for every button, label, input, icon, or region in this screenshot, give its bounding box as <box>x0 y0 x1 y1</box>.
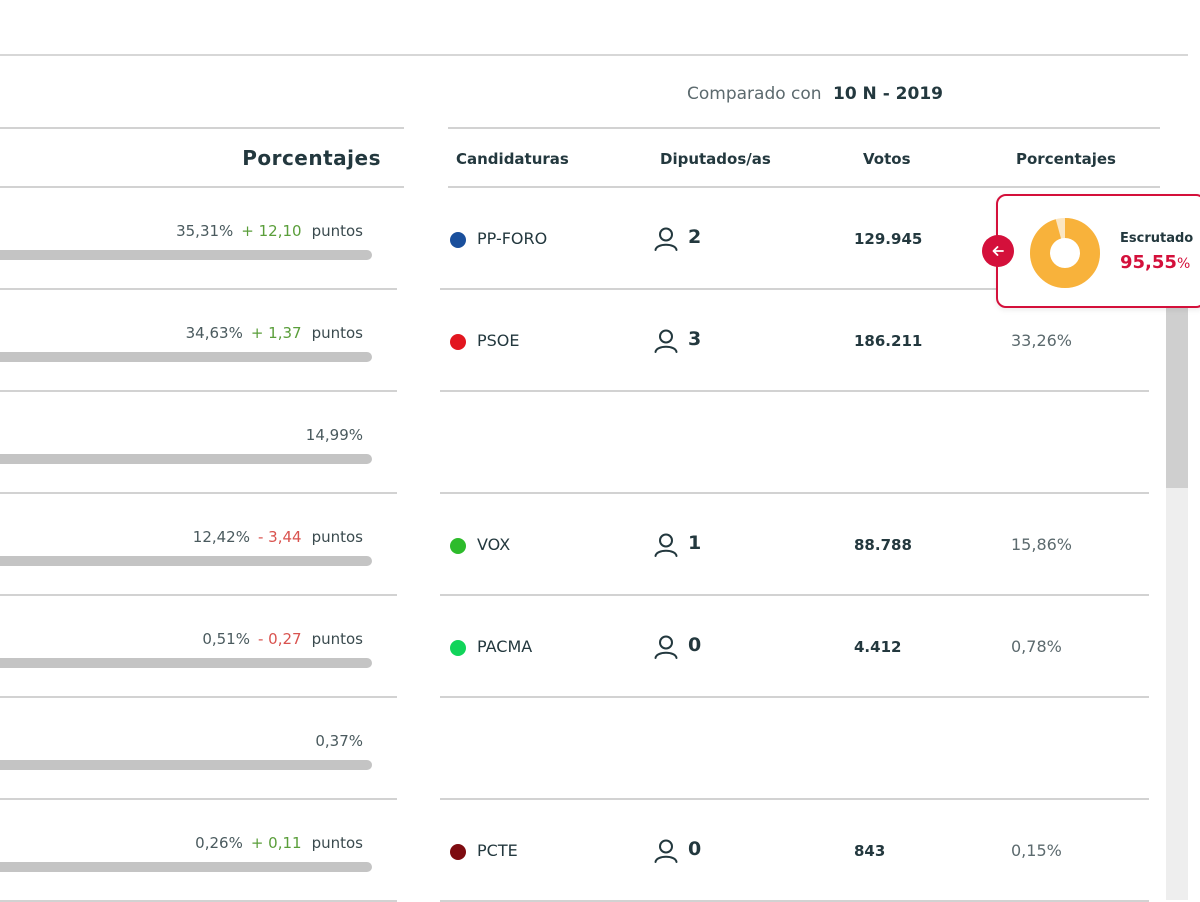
party-color-dot <box>450 538 466 554</box>
left-row: 0,26% + 0,11 puntos <box>0 800 397 902</box>
left-percentages-title: Porcentajes <box>242 146 381 170</box>
left-row-label: 34,63% + 1,37 puntos <box>186 324 363 342</box>
right-header-bottom-line <box>448 186 1160 188</box>
party-color-dot <box>450 640 466 656</box>
left-row-change: + 1,37 <box>250 324 302 342</box>
left-row-label: 0,26% + 0,11 puntos <box>195 834 363 852</box>
left-row-percentage: 12,42% <box>192 528 250 546</box>
header-candidaturas[interactable]: Candidaturas <box>456 150 569 168</box>
party-seats: 3 <box>688 328 702 350</box>
left-row-label: 12,42% - 3,44 puntos <box>193 528 363 546</box>
person-icon <box>653 838 679 864</box>
scrutiny-popup: Escrutado 95,55% <box>996 194 1200 308</box>
party-seats: 1 <box>688 532 702 554</box>
header-diputados[interactable]: Diputados/as <box>660 150 771 168</box>
right-header-top-line <box>448 127 1160 129</box>
candidacy-row[interactable]: VOX 1 88.788 15,86% <box>440 494 1149 596</box>
left-row-bar <box>0 352 372 362</box>
left-row-percentage: 14,99% <box>305 426 363 444</box>
party-percentage: 0,15% <box>1011 841 1062 860</box>
left-row: 0,37% <box>0 698 397 800</box>
party-votes: 186.211 <box>854 332 923 350</box>
left-row-percentage: 34,63% <box>185 324 243 342</box>
left-row-bar <box>0 760 372 770</box>
arrow-left-icon[interactable] <box>982 235 1014 267</box>
candidacy-row[interactable]: PCTE 0 843 0,15% <box>440 800 1149 902</box>
party-color-dot <box>450 232 466 248</box>
left-row-points-label: puntos <box>311 324 363 342</box>
candidacy-row <box>440 698 1149 800</box>
left-row-points-label: puntos <box>311 630 363 648</box>
party-votes: 129.945 <box>854 230 923 248</box>
arrow-left-glyph <box>992 246 1004 256</box>
left-row-percentage: 0,26% <box>195 834 243 852</box>
candidacy-row[interactable]: PACMA 0 4.412 0,78% <box>440 596 1149 698</box>
party-name: PP-FORO <box>477 229 548 248</box>
left-row: 34,63% + 1,37 puntos <box>0 290 397 392</box>
left-row-percentage: 0,37% <box>315 732 363 750</box>
left-row-percentage: 0,51% <box>202 630 250 648</box>
party-name: PCTE <box>477 841 518 860</box>
header-votos[interactable]: Votos <box>863 150 911 168</box>
left-row-points-label: puntos <box>311 222 363 240</box>
left-header-bottom-line <box>0 186 404 188</box>
comparison-election[interactable]: 10 N - 2019 <box>832 84 943 104</box>
left-row: 0,51% - 0,27 puntos <box>0 596 397 698</box>
comparison-label: Comparado con 10 N - 2019 <box>687 84 943 104</box>
header-porcentajes[interactable]: Porcentajes <box>1016 150 1116 168</box>
party-name: PACMA <box>477 637 533 656</box>
candidacy-row[interactable]: PSOE 3 186.211 33,26% <box>440 290 1149 392</box>
party-seats: 0 <box>688 634 702 656</box>
left-row: 35,31% + 12,10 puntos <box>0 188 397 290</box>
left-row-points-label: puntos <box>311 528 363 546</box>
left-row-bar <box>0 862 372 872</box>
party-votes: 88.788 <box>854 536 912 554</box>
scrutiny-donut <box>1030 218 1100 288</box>
left-row-change: + 0,11 <box>250 834 302 852</box>
scrollbar-thumb[interactable] <box>1166 290 1188 488</box>
candidacy-row <box>440 392 1149 494</box>
party-percentage: 0,78% <box>1011 637 1062 656</box>
person-icon <box>653 226 679 252</box>
person-icon <box>653 532 679 558</box>
party-color-dot <box>450 334 466 350</box>
left-row-change: + 12,10 <box>241 222 302 240</box>
party-name: VOX <box>477 535 511 554</box>
party-seats: 2 <box>688 226 702 248</box>
left-row-bar <box>0 250 372 260</box>
party-votes: 4.412 <box>854 638 902 656</box>
party-seats: 0 <box>688 838 702 860</box>
left-row-change: - 0,27 <box>257 630 302 648</box>
left-row-bar <box>0 454 372 464</box>
left-row-label: 35,31% + 12,10 puntos <box>176 222 363 240</box>
party-name: PSOE <box>477 331 520 350</box>
person-icon <box>653 328 679 354</box>
party-percentage: 33,26% <box>1011 331 1073 350</box>
left-row-label: 14,99% <box>306 426 363 444</box>
left-row-bar <box>0 658 372 668</box>
party-votes: 843 <box>854 842 886 860</box>
left-row-points-label: puntos <box>311 834 363 852</box>
scrutiny-label: Escrutado <box>1120 231 1194 246</box>
left-row-label: 0,51% - 0,27 puntos <box>202 630 363 648</box>
left-row-label: 0,37% <box>315 732 363 750</box>
party-color-dot <box>450 844 466 860</box>
left-row-change: - 3,44 <box>257 528 302 546</box>
left-row: 14,99% <box>0 392 397 494</box>
donut-scrutinized <box>1030 218 1100 288</box>
candidacy-row[interactable]: PP-FORO 2 129.945 <box>440 188 1149 290</box>
party-percentage: 15,86% <box>1011 535 1073 554</box>
scrutiny-value: 95,55% <box>1120 252 1190 273</box>
left-row-percentage: 35,31% <box>176 222 234 240</box>
comparison-text: Comparado con <box>687 84 822 104</box>
left-row-bar <box>0 556 372 566</box>
left-header-top-line <box>0 127 404 129</box>
left-row: 12,42% - 3,44 puntos <box>0 494 397 596</box>
person-icon <box>653 634 679 660</box>
scrutiny-number: 95,55 <box>1120 252 1177 273</box>
scrutiny-unit: % <box>1176 256 1191 272</box>
top-divider <box>0 54 1188 56</box>
